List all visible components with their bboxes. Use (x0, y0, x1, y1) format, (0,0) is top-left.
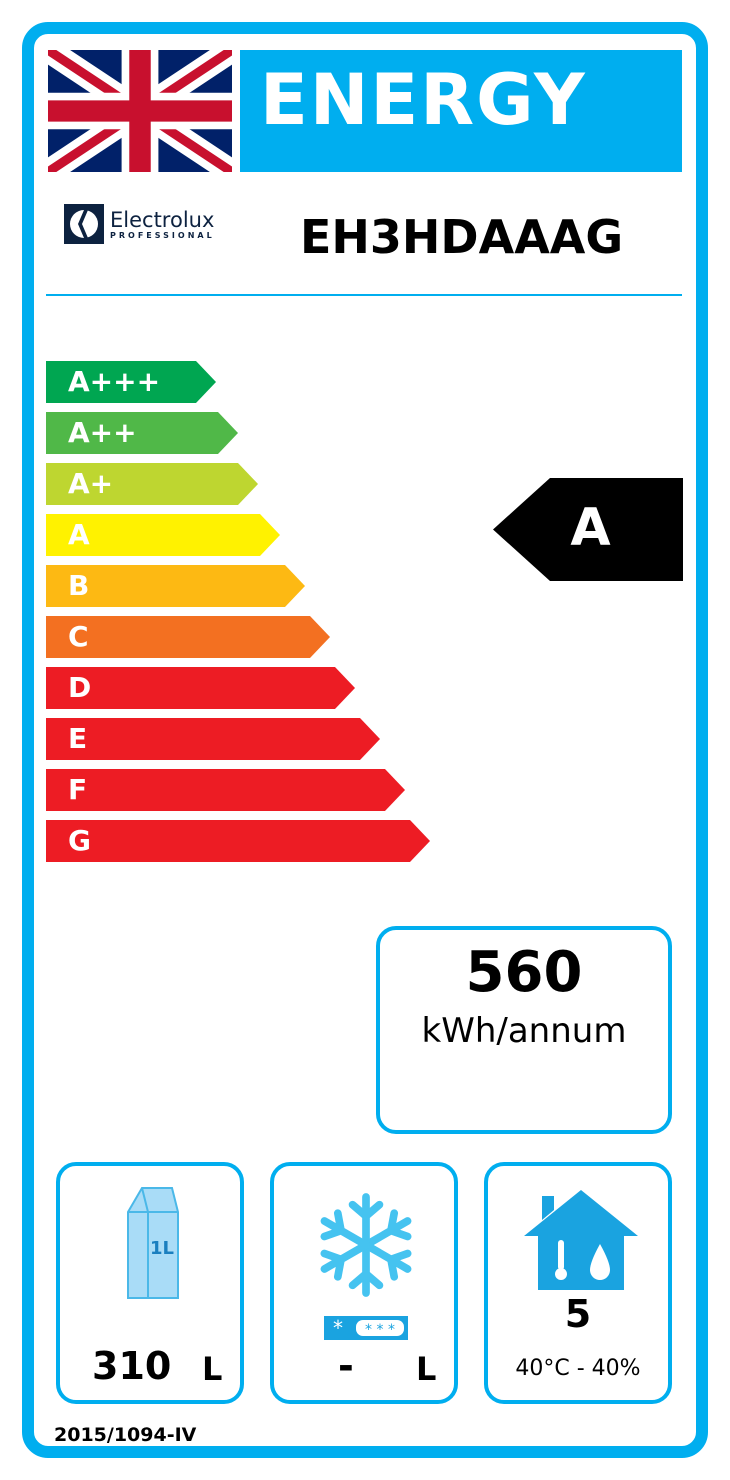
consumption-value: 560 (465, 940, 583, 1005)
scale-bar-B: B (46, 565, 305, 607)
energy-banner: ENERGY (240, 50, 682, 172)
climate-conditions: 40°C - 40% (515, 1356, 641, 1381)
svg-text:* * *: * * * (365, 1322, 395, 1338)
milk-carton-icon: 1L (127, 1187, 179, 1299)
svg-text:*: * (333, 1316, 343, 1340)
snowflake-icon (318, 1193, 414, 1300)
model-number: EH3HDAAAG (300, 210, 624, 264)
freezer-unit: L (416, 1350, 437, 1388)
brand-logo: Electrolux PROFESSIONAL (64, 204, 215, 244)
scale-bar-E: E (46, 718, 380, 760)
scale-bar-A: A (46, 514, 280, 556)
climate-box: 5 40°C - 40% (484, 1162, 672, 1404)
storage-unit: L (202, 1350, 223, 1388)
brand-name: Electrolux (110, 207, 215, 232)
scale-bar-A+: A+ (46, 463, 258, 505)
storage-box: 1L 310 L (56, 1162, 244, 1404)
regulation-ref: 2015/1094-IV (54, 1424, 197, 1446)
scale-bar-F: F (46, 769, 405, 811)
brand-sub: PROFESSIONAL (110, 230, 215, 240)
scale-bar-D: D (46, 667, 355, 709)
consumption-unit: kWh/annum (421, 1011, 627, 1051)
consumption-box: 560 kWh/annum (376, 926, 672, 1134)
scale-bar-C: C (46, 616, 330, 658)
freezer-box: * * * * - L (270, 1162, 458, 1404)
divider (46, 294, 682, 296)
electrolux-logo-icon (64, 204, 104, 244)
scale-bar-G: G (46, 820, 430, 862)
climate-class: 5 (564, 1292, 592, 1336)
svg-text:1L: 1L (150, 1238, 174, 1259)
uk-flag-icon (48, 50, 232, 172)
label-frame (22, 22, 708, 1458)
scale-bar-A++: A++ (46, 412, 238, 454)
scale-bar-A+++: A+++ (46, 361, 216, 403)
storage-value: 310 (92, 1344, 172, 1388)
star-rating-icon: * * * * (324, 1316, 408, 1340)
climate-house-icon (524, 1190, 638, 1290)
freezer-value: - (338, 1344, 354, 1388)
